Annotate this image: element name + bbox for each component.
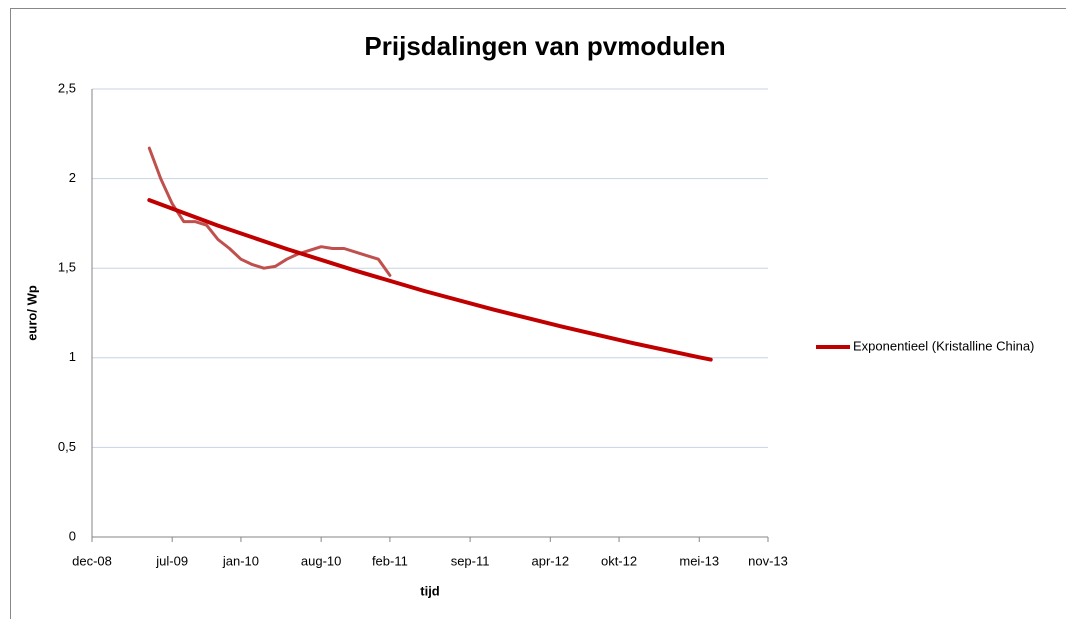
y-axis-label: euro/ Wp xyxy=(24,285,39,341)
x-tick-label: feb-11 xyxy=(372,553,408,568)
y-tick-label: 0,5 xyxy=(58,439,76,454)
y-tick-label: 1 xyxy=(69,349,76,364)
x-tick-label: mei-13 xyxy=(679,553,719,568)
x-tick-label: aug-10 xyxy=(301,553,341,568)
y-tick-label: 2,5 xyxy=(58,80,76,95)
x-tick-label: jan-10 xyxy=(222,553,259,568)
x-axis-label: tijd xyxy=(420,583,440,598)
chart-frame xyxy=(10,8,1066,619)
x-tick-label: jul-09 xyxy=(155,553,188,568)
x-tick-label: nov-13 xyxy=(748,553,788,568)
series-line xyxy=(147,146,392,277)
series-line xyxy=(147,198,713,362)
x-tick-label: okt-12 xyxy=(601,553,637,568)
y-tick-label: 2 xyxy=(69,170,76,185)
y-tick-label: 0 xyxy=(69,528,76,543)
legend-label: Exponentieel (Kristalline China) xyxy=(853,338,1034,353)
x-tick-label: sep-11 xyxy=(451,553,490,568)
chart-title: Prijsdalingen van pvmodulen xyxy=(364,31,725,61)
x-tick-label: dec-08 xyxy=(72,553,112,568)
y-tick-label: 1,5 xyxy=(58,260,76,275)
x-tick-label: apr-12 xyxy=(532,553,570,568)
